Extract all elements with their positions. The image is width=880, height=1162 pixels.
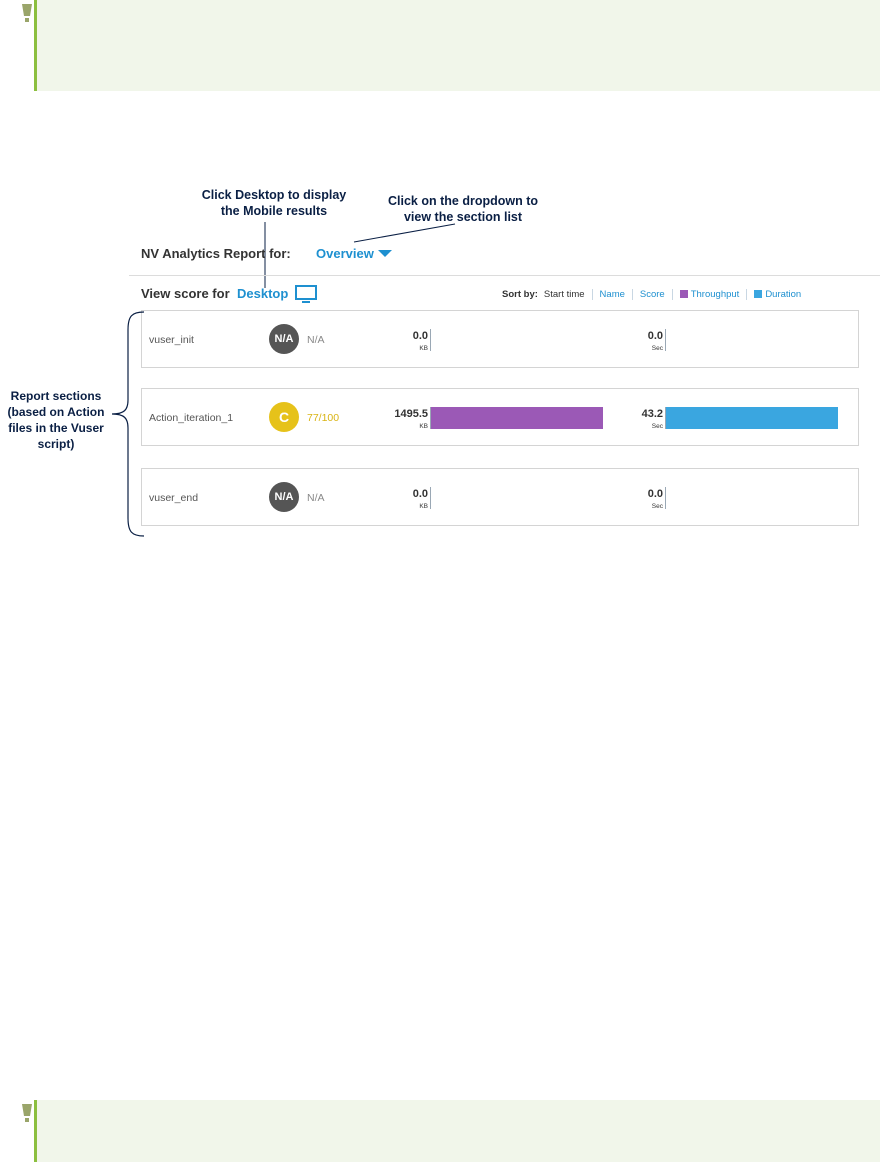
duration-unit: Sec bbox=[651, 423, 663, 430]
lightbulb-icon bbox=[22, 1104, 32, 1122]
desktop-monitor-icon[interactable] bbox=[294, 284, 318, 304]
callout-desktop-line-1: Click Desktop to display bbox=[201, 188, 347, 202]
duration-unit: Sec bbox=[651, 503, 663, 510]
grade-label: N/A bbox=[274, 333, 294, 345]
callout-sections-line-1: Report sections bbox=[10, 389, 102, 403]
duration-axis bbox=[665, 487, 666, 509]
throughput-bar bbox=[431, 407, 603, 429]
score-value: 77/100 bbox=[307, 412, 340, 424]
grade-label: N/A bbox=[274, 491, 294, 503]
sort-name[interactable]: Name bbox=[591, 289, 632, 300]
section-dropdown-label: Overview bbox=[316, 246, 374, 261]
callout-sections: Report sections (based on Action files i… bbox=[0, 388, 112, 452]
report-section-row[interactable]: vuser_init N/A N/A 0.0 KB 0.0 Sec bbox=[141, 310, 859, 368]
grade-badge: N/A bbox=[269, 482, 299, 512]
sort-label: Sort by: bbox=[502, 289, 538, 300]
lightbulb-icon bbox=[22, 4, 32, 22]
grade-badge: C bbox=[269, 402, 299, 432]
callout-sections-line-4: script) bbox=[37, 437, 75, 451]
throughput-swatch-icon bbox=[679, 290, 688, 298]
sort-bar: Sort by: Start time Name Score Throughpu… bbox=[502, 289, 808, 300]
sort-throughput[interactable]: Throughput bbox=[671, 289, 747, 300]
header-divider bbox=[129, 275, 880, 276]
duration-unit: Sec bbox=[651, 345, 663, 352]
duration-bar bbox=[666, 407, 838, 429]
callout-desktop-leader bbox=[264, 222, 266, 288]
caret-down-icon bbox=[377, 250, 392, 258]
device-toggle-link[interactable]: Desktop bbox=[237, 286, 289, 301]
throughput-value: 0.0 bbox=[412, 330, 428, 342]
section-name: vuser_init bbox=[149, 334, 194, 346]
report-title: NV Analytics Report for: bbox=[141, 246, 291, 261]
sections-brace bbox=[111, 311, 145, 537]
callout-desktop: Click Desktop to display the Mobile resu… bbox=[194, 187, 354, 219]
section-dropdown[interactable]: Overview bbox=[316, 246, 392, 261]
callout-dropdown-line-1: Click on the dropdown to bbox=[388, 194, 538, 208]
callout-desktop-line-2: the Mobile results bbox=[220, 204, 328, 218]
duration-axis bbox=[665, 407, 666, 429]
sort-throughput-label: Throughput bbox=[690, 289, 740, 300]
score-value: N/A bbox=[307, 334, 325, 346]
throughput-unit: KB bbox=[419, 503, 428, 510]
grade-label: C bbox=[278, 409, 290, 425]
throughput-value: 0.0 bbox=[412, 488, 428, 500]
duration-value: 43.2 bbox=[641, 408, 663, 420]
callout-dropdown: Click on the dropdown to view the sectio… bbox=[382, 193, 544, 225]
duration-swatch-icon bbox=[754, 290, 763, 298]
throughput-axis bbox=[430, 407, 431, 429]
sort-duration-label: Duration bbox=[765, 289, 802, 300]
tip-box-bottom bbox=[22, 1100, 880, 1162]
throughput-axis bbox=[430, 487, 431, 509]
sort-duration[interactable]: Duration bbox=[746, 289, 808, 300]
grade-badge: N/A bbox=[269, 324, 299, 354]
view-score-label: View score for bbox=[141, 286, 230, 301]
score-value: N/A bbox=[307, 492, 325, 504]
duration-axis bbox=[665, 329, 666, 351]
report-section-row[interactable]: vuser_end N/A N/A 0.0 KB 0.0 Sec bbox=[141, 468, 859, 526]
callout-dropdown-line-2: view the section list bbox=[403, 210, 523, 224]
callout-sections-line-2: (based on Action bbox=[7, 405, 105, 419]
section-name: Action_iteration_1 bbox=[149, 412, 234, 424]
throughput-unit: KB bbox=[419, 423, 428, 430]
duration-value: 0.0 bbox=[647, 488, 663, 500]
callout-dropdown-leader bbox=[353, 223, 456, 243]
duration-value: 0.0 bbox=[647, 330, 663, 342]
throughput-value: 1495.5 bbox=[394, 408, 428, 420]
sort-start-time[interactable]: Start time bbox=[543, 289, 585, 300]
throughput-axis bbox=[430, 329, 431, 351]
section-name: vuser_end bbox=[149, 492, 199, 504]
sort-score[interactable]: Score bbox=[631, 289, 672, 300]
report-section-row[interactable]: Action_iteration_1 C 77/100 1495.5 KB 43… bbox=[141, 388, 859, 446]
throughput-unit: KB bbox=[419, 345, 428, 352]
callout-sections-line-3: files in the Vuser bbox=[8, 421, 104, 435]
tip-box-top bbox=[22, 0, 880, 91]
